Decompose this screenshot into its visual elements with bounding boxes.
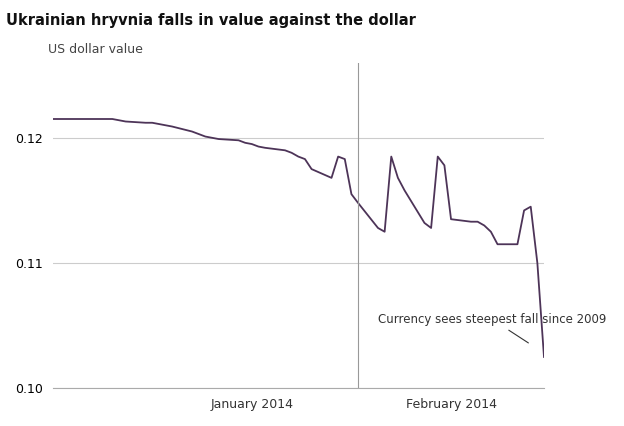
Y-axis label: US dollar value: US dollar value xyxy=(47,43,142,56)
Text: Ukrainian hryvnia falls in value against the dollar: Ukrainian hryvnia falls in value against… xyxy=(6,13,416,28)
Text: Currency sees steepest fall since 2009: Currency sees steepest fall since 2009 xyxy=(378,313,607,343)
